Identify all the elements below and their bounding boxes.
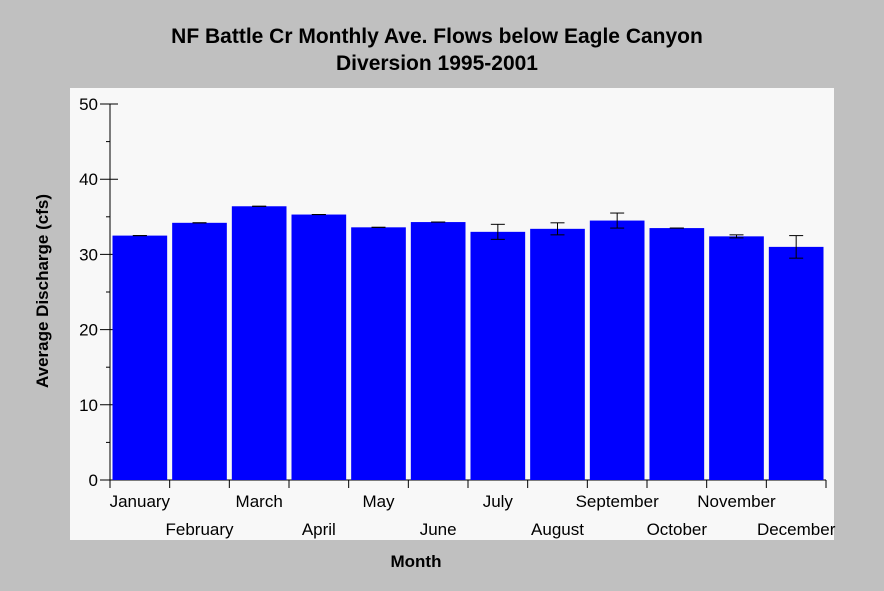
bar-november [709, 236, 764, 480]
y-axis-title: Average Discharge (cfs) [33, 194, 52, 388]
bar-september [589, 220, 645, 480]
x-axis-title: Month [391, 552, 442, 571]
x-tick-label: March [236, 492, 283, 511]
chart-title-line2: Diversion 1995-2001 [336, 52, 538, 75]
bar-june [410, 222, 466, 480]
bars [112, 206, 824, 481]
x-tick-label: September [576, 492, 659, 511]
bar-january [112, 235, 168, 480]
y-tick-label: 0 [89, 471, 98, 490]
x-tick-label: July [483, 492, 514, 511]
chart-title-line1: NF Battle Cr Monthly Ave. Flows below Ea… [171, 25, 703, 48]
bar-february [172, 222, 227, 481]
error-bars [132, 205, 804, 259]
x-tick-label: February [165, 520, 234, 539]
bar-october [649, 228, 705, 480]
x-tick-label: April [302, 520, 336, 539]
bar-march [231, 206, 287, 480]
x-tick-label: October [647, 520, 708, 539]
y-tick-label: 10 [79, 396, 98, 415]
x-tick-label: August [531, 520, 584, 539]
y-tick-label: 50 [79, 95, 98, 114]
bar-april [291, 214, 347, 480]
bar-december [768, 246, 824, 480]
x-tick-label: November [697, 492, 776, 511]
y-tick-label: 20 [79, 321, 98, 340]
x-tick-label: January [110, 492, 171, 511]
bar-may [351, 227, 406, 480]
bar-july [470, 231, 526, 480]
y-tick-label: 40 [79, 170, 98, 189]
y-tick-label: 30 [79, 245, 98, 264]
x-tick-label: December [757, 520, 836, 539]
x-tick-label: June [420, 520, 457, 539]
bar-august [530, 228, 585, 480]
x-tick-label: May [362, 492, 395, 511]
